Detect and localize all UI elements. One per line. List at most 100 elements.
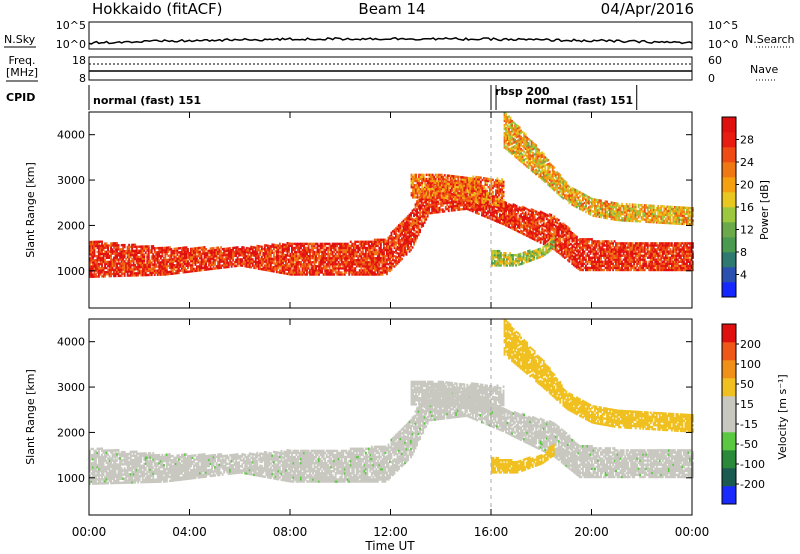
heatmap-cell: [357, 248, 360, 252]
heatmap-cell: [416, 222, 418, 225]
heatmap-cell: [253, 260, 256, 263]
heatmap-cell: [242, 248, 245, 251]
heatmap-cell: [202, 266, 204, 270]
heatmap-cell: [244, 252, 247, 256]
heatmap-cell: [269, 251, 272, 254]
heatmap-cell: [366, 261, 369, 264]
heatmap-cell: [423, 211, 426, 214]
heatmap-cell: [232, 259, 235, 262]
heatmap-cell: [330, 263, 333, 266]
heatmap-cell: [343, 263, 346, 266]
heatmap-cell: [379, 242, 382, 246]
heatmap-cell: [337, 257, 340, 260]
heatmap-cell: [300, 242, 302, 246]
heatmap-cell: [110, 248, 112, 251]
heatmap-cell: [345, 261, 348, 264]
heatmap-cell: [343, 269, 346, 272]
heatmap-cell: [419, 216, 421, 219]
heatmap-cell: [295, 252, 298, 256]
heatmap-cell: [263, 252, 266, 255]
heatmap-cell: [387, 246, 390, 250]
heatmap-cell: [357, 273, 360, 276]
heatmap-cell: [349, 250, 352, 254]
heatmap-cell: [313, 267, 316, 270]
heatmap-cell: [269, 249, 272, 252]
heatmap-cell: [227, 265, 230, 269]
heatmap-cell: [425, 210, 428, 213]
heatmap-cell: [303, 273, 305, 276]
heatmap-cell: [357, 254, 360, 258]
heatmap-cell: [140, 251, 143, 254]
heatmap-cell: [404, 222, 406, 225]
heatmap-cell: [387, 267, 390, 270]
heatmap-cell: [370, 269, 373, 272]
heatmap-cell: [217, 260, 219, 264]
heatmap-cell: [408, 217, 411, 221]
heatmap-cell: [254, 246, 257, 249]
heatmap-cell: [378, 273, 381, 276]
heatmap-cell: [272, 262, 275, 265]
heatmap-cell: [372, 254, 375, 258]
heatmap-cell: [306, 263, 308, 266]
heatmap-cell: [236, 248, 239, 251]
heatmap-cell: [209, 255, 212, 258]
heatmap-cell: [297, 257, 299, 260]
heatmap-cell: [360, 250, 363, 254]
heatmap-cell: [132, 245, 135, 249]
heatmap-cell: [247, 261, 250, 264]
heatmap-cell: [251, 260, 254, 263]
heatmap-cell: [334, 244, 337, 248]
heatmap-cell: [155, 255, 158, 258]
heatmap-cell: [266, 265, 269, 268]
heatmap-cell: [158, 253, 161, 256]
heatmap-cell: [208, 255, 210, 259]
heatmap-cell: [348, 263, 351, 266]
heatmap-cell: [389, 265, 391, 269]
heatmap-cell: [408, 227, 411, 231]
heatmap-cell: [257, 249, 260, 252]
heatmap-cell: [381, 267, 384, 270]
heatmap-cell: [122, 252, 125, 255]
heatmap-cell: [268, 263, 271, 266]
heatmap-cell: [375, 263, 378, 266]
heatmap-cell: [283, 259, 286, 263]
heatmap-cell: [376, 273, 379, 276]
heatmap-cell: [161, 263, 164, 266]
heatmap-cell: [184, 250, 186, 253]
heatmap-cell: [165, 258, 168, 262]
heatmap-cell: [90, 242, 93, 246]
heatmap-cell: [282, 259, 284, 262]
heatmap-cell: [351, 254, 354, 258]
heatmap-cell: [331, 263, 334, 266]
heatmap-cell: [411, 232, 414, 235]
heatmap-cell: [313, 254, 316, 258]
heatmap-cell: [669, 248, 672, 251]
heatmap-cell: [358, 271, 361, 274]
heatmap-cell: [251, 254, 254, 257]
heatmap-cell: [340, 248, 343, 252]
heatmap-cell: [218, 264, 221, 268]
heatmap-cell: [327, 259, 330, 262]
heatmap-cell: [212, 263, 215, 266]
heatmap-cell: [348, 246, 351, 250]
heatmap-cell: [376, 259, 379, 262]
heatmap-cell: [164, 271, 167, 274]
heatmap-cell: [114, 256, 117, 259]
heatmap-cell: [297, 273, 299, 276]
heatmap-cell: [285, 272, 287, 275]
heatmap-cell: [165, 264, 168, 268]
heatmap-cell: [212, 265, 215, 268]
heatmap-cell: [399, 232, 402, 236]
heatmap-cell: [227, 247, 230, 250]
heatmap-cell: [230, 257, 233, 260]
heatmap-cell: [300, 257, 302, 260]
heatmap-cell: [245, 261, 248, 264]
heatmap-cell: [134, 266, 137, 269]
heatmap-cell: [181, 250, 183, 254]
heatmap-cell: [292, 259, 295, 262]
heatmap-cell: [262, 262, 265, 265]
heatmap-cell: [392, 254, 394, 257]
heatmap-cell: [327, 242, 330, 246]
heatmap-cell: [217, 266, 219, 270]
heatmap-cell: [159, 271, 162, 274]
